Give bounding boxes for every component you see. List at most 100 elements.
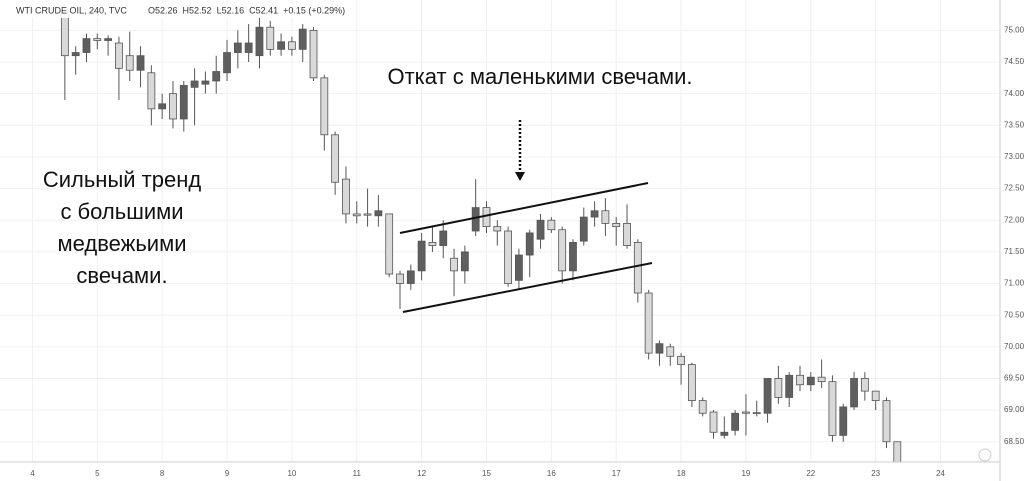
candle-body [558,229,567,272]
y-tick-label: 71.00 [1004,279,1024,288]
candle-body [742,411,750,414]
candle-body [871,390,880,402]
candle-body [601,210,610,224]
x-tick-label: 24 [936,469,945,478]
candle-body [428,241,437,246]
candle-body [850,378,858,408]
legend-value: C52.41 [249,5,278,15]
candle-body [709,411,718,433]
x-tick-label: 12 [417,469,426,478]
candle-body [125,55,134,71]
candle-body [136,55,145,71]
y-tick-label: 70.00 [1004,342,1024,351]
candle-body [893,441,902,462]
candle-body [93,38,102,41]
candle-body [439,230,448,246]
x-tick-label: 10 [287,469,296,478]
y-tick-label: 74.50 [1004,57,1024,66]
candle-body [731,412,740,431]
side-note: Сильный тренд с большими медвежьими свечами… [43,167,202,288]
candle-body [579,216,588,242]
chart-title: WTI CRUDE OIL, 240, TVC [16,5,127,15]
candle-body [406,270,415,284]
candle-body [331,134,340,183]
candle-body [233,42,242,53]
channel-upper [399,182,649,234]
x-tick-label: 9 [225,469,230,478]
candle-body [190,80,199,88]
candle-body [212,71,221,82]
candle-body [860,378,869,392]
candle-body [644,292,653,354]
y-tick-label: 70.50 [1004,310,1024,319]
candle-body [752,412,761,415]
candle-body [450,257,458,272]
candle-body [536,219,545,240]
candle-body [223,52,231,74]
side-note-line: свечами. [76,263,167,288]
candle-body [147,72,156,110]
axes: 75.00 74.50 74.00 73.50 73.00 72.50 72.00 71.50… [30,25,1024,478]
candle-body [396,273,404,284]
x-tick-label: 8 [160,469,165,478]
legend: O52.26 H52.52 L52.16 C52.41 +0.15 (+0.29%) [148,5,345,15]
y-tick-label: 72.00 [1004,215,1024,224]
candle-body [612,223,621,227]
candles [60,5,902,462]
legend-value: +0.15 (+0.29%) [283,5,345,15]
candle-body [525,232,534,256]
candle-body [82,38,91,53]
candle-body [277,41,285,50]
candle-body [569,241,577,272]
candle-body [504,230,513,284]
candle-body [158,103,167,110]
candle-body [104,38,113,41]
candle-body [763,378,772,414]
x-tick-label: 22 [806,469,815,478]
candle-body [71,52,80,57]
side-note-line: с большими [60,199,183,224]
candle-body [493,226,502,232]
side-note-line: медвежьими [57,231,186,256]
candle-body [839,406,848,436]
y-tick-label: 68.50 [1004,437,1024,446]
candle-body [309,29,318,79]
candle-body [363,213,372,216]
candle-body [342,178,350,215]
candle-body [774,378,783,398]
candle-body [471,207,480,232]
x-tick-label: 5 [95,469,100,478]
legend-value: L52.16 [217,5,245,15]
candle-body [720,431,729,436]
x-tick-label: 16 [547,469,556,478]
candle-body [385,213,394,275]
y-tick-label: 69.00 [1004,405,1024,414]
x-tick-label: 23 [871,469,880,478]
x-tick-label: 17 [612,469,621,478]
candle-body [828,381,837,436]
candle-body [666,346,675,357]
side-note-line: Сильный тренд [43,167,202,192]
candle-body [785,374,794,398]
x-tick-label: 15 [482,469,491,478]
candle-body [623,223,631,246]
x-tick-label: 19 [741,469,750,478]
candle-body [179,85,188,120]
x-tick-label: 11 [353,469,362,478]
arrow-head [515,172,525,181]
candle-body [515,254,523,281]
candle-body [590,210,599,218]
settings-icon[interactable] [978,448,992,462]
y-tick-label: 69.50 [1004,374,1024,383]
y-tick-label: 71.50 [1004,247,1024,256]
candle-body [547,219,556,231]
candle-body [796,374,804,386]
candle-body [882,400,891,443]
candle-body [255,26,264,57]
candle-body [655,343,664,354]
annotation: Откат с маленькими свечами. [387,64,692,89]
candle-body [115,42,123,69]
channel-lower [402,262,653,313]
candle-body [352,213,361,217]
